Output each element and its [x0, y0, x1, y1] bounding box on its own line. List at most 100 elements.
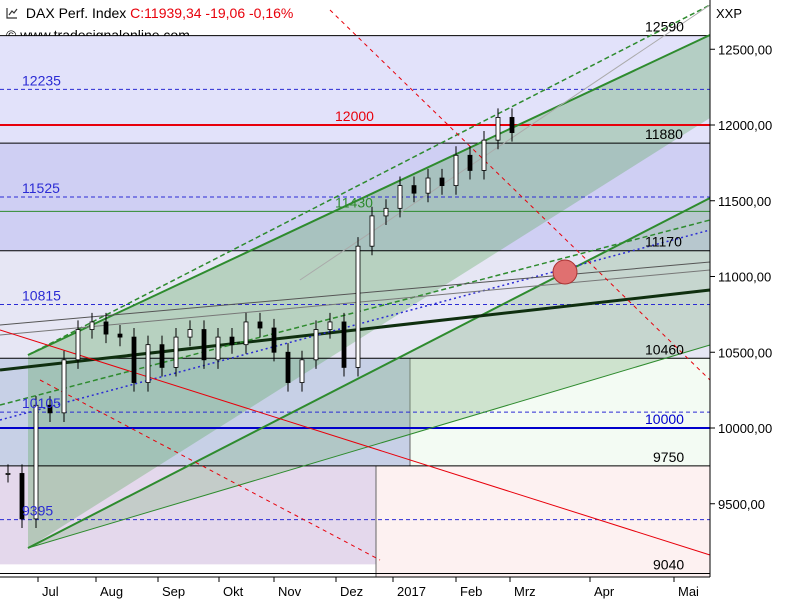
y-tick-label-4: 11500,00: [718, 194, 771, 209]
level-label-1: 12235: [22, 72, 61, 88]
trend-line-1: [27, 34, 711, 356]
candle-25: [355, 237, 361, 377]
candle-10: [145, 335, 151, 392]
x-tick-label-0: Jul: [42, 584, 59, 599]
candle-4: [61, 350, 67, 422]
candle-body-16: [229, 336, 235, 346]
candle-body-27: [383, 207, 389, 217]
pivot-marker: [552, 259, 578, 285]
candle-body-15: [215, 336, 221, 361]
candle-3: [47, 396, 53, 422]
candle-15: [215, 328, 221, 369]
candle-body-9: [131, 336, 137, 383]
candle-22: [313, 320, 319, 369]
candle-body-26: [369, 215, 375, 247]
candle-28: [397, 176, 403, 218]
candle-20: [285, 343, 291, 392]
level-label-11: 9750: [653, 449, 684, 465]
x-tick-label-1: Aug: [100, 584, 123, 599]
y-tick-label-2: 10500,00: [718, 345, 772, 360]
corner-label: XXP: [716, 6, 742, 21]
zone-fill-light-2: [376, 465, 710, 577]
candle-body-18: [257, 321, 263, 329]
chart-title: DAX Perf. Index: [25, 5, 127, 21]
candle-body-6: [89, 321, 95, 330]
axes: 9500,00 10000,00 10500,00 11000,00 11500,00 1…: [0, 0, 772, 599]
candle-5: [75, 320, 81, 369]
candle-24: [341, 312, 347, 377]
x-tick-label-10: Mai: [678, 584, 699, 599]
candle-body-14: [201, 329, 207, 361]
candle-1: [19, 464, 25, 528]
candle-7: [103, 312, 109, 344]
level-label-0: 12590: [645, 19, 684, 35]
candle-9: [131, 328, 137, 392]
candle-body-34: [481, 139, 487, 171]
level-label-9: 10105: [22, 395, 61, 411]
candle-body-0: [5, 473, 11, 475]
level-labels: 12590 12235 12000 11880 11525 11430 11170 10815…: [22, 19, 684, 573]
candle-body-30: [425, 177, 431, 194]
trend-line-7: [0, 261, 711, 326]
candle-30: [425, 168, 431, 203]
candle-body-22: [313, 329, 319, 361]
candle-17: [243, 312, 249, 354]
candle-27: [383, 199, 389, 225]
candle-body-24: [341, 321, 347, 368]
y-tick-label-1: 10000,00: [718, 421, 772, 436]
candle-8: [117, 324, 123, 347]
candle-body-1: [19, 473, 25, 520]
candle-23: [327, 312, 333, 339]
candle-body-13: [187, 329, 193, 338]
candle-14: [201, 320, 207, 369]
candle-32: [453, 146, 459, 195]
x-tick-label-9: Apr: [594, 584, 615, 599]
candle-body-3: [47, 404, 53, 414]
candle-26: [369, 206, 375, 256]
chart-icon[interactable]: [6, 6, 18, 19]
candle-body-10: [145, 344, 151, 383]
candle-31: [439, 168, 445, 195]
candle-body-17: [243, 321, 249, 346]
channel-outer-fill: [28, 35, 710, 548]
level-label-6: 11170: [645, 234, 682, 250]
level-label-13: 9040: [653, 556, 684, 572]
candle-body-4: [61, 359, 67, 414]
candle-body-12: [173, 336, 179, 368]
candle-34: [481, 131, 487, 180]
level-label-7: 10815: [22, 288, 61, 304]
trend-line-11: [39, 379, 381, 561]
x-tick-label-8: Mrz: [514, 584, 536, 599]
candle-body-5: [75, 329, 81, 361]
x-tick-label-3: Okt: [223, 584, 244, 599]
copyright-icon: ©: [6, 27, 17, 43]
candle-0: [5, 464, 11, 483]
y-tick-label-5: 12000,00: [718, 118, 772, 133]
trend-line-9: [329, 9, 711, 381]
trend-line-12: [299, 4, 711, 281]
candle-body-33: [467, 154, 473, 171]
x-tick-label-4: Nov: [278, 584, 302, 599]
candle-12: [173, 328, 179, 377]
y-tick-label-6: 12500,00: [718, 42, 772, 57]
candle-6: [89, 312, 95, 339]
level-label-5: 11430: [335, 194, 373, 210]
candle-35: [495, 108, 501, 150]
candle-11: [159, 335, 165, 377]
level-label-4: 11525: [22, 180, 60, 196]
level-label-10: 10000: [645, 411, 684, 427]
trend-line-4: [0, 288, 711, 372]
candle-13: [187, 320, 193, 347]
candle-body-7: [103, 321, 109, 335]
x-tick-label-2: Sep: [162, 584, 185, 599]
level-label-3: 11880: [645, 126, 683, 142]
candle-body-8: [117, 333, 123, 338]
candle-18: [257, 312, 263, 338]
candle-body-23: [327, 321, 333, 330]
candle-body-11: [159, 344, 165, 368]
level-label-2: 12000: [335, 108, 374, 124]
candle-body-25: [355, 245, 361, 368]
candle-body-36: [509, 117, 515, 133]
price-candles: [5, 108, 515, 528]
